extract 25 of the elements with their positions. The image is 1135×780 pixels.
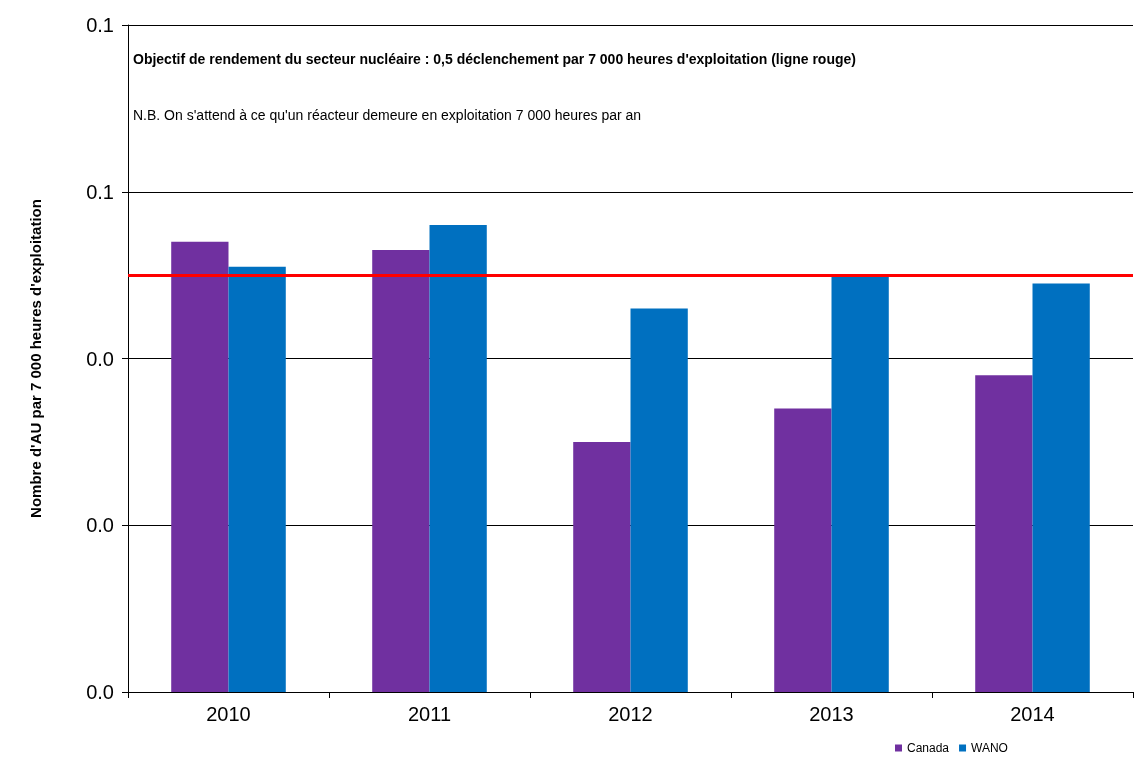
x-tick-label: 2014: [1010, 703, 1055, 725]
x-tick-label: 2011: [407, 703, 452, 725]
bar: [573, 441, 631, 692]
y-axis-title: Nombre d'AU par 7 000 heures d'exploitation: [27, 199, 44, 518]
bar: [372, 250, 430, 692]
bar: [975, 375, 1033, 692]
legend-label: WANO: [971, 741, 1008, 755]
y-tick-label: 0.0: [86, 347, 114, 370]
x-tick-label: 2013: [809, 703, 854, 725]
y-tick-label: 0.1: [86, 180, 114, 203]
bar: [630, 308, 688, 692]
bar: [774, 408, 832, 692]
bar: [429, 225, 487, 692]
annotation: Objectif de rendement du secteur nucléaire : 0,5 déclenchement par 7 000 heures d'exploitation (ligne rouge): [133, 51, 856, 67]
y-tick-label: 0.0: [86, 681, 114, 703]
bar: [1032, 283, 1090, 692]
x-tick-label: 2010: [206, 703, 251, 725]
y-tick-label: 0.0: [86, 514, 114, 537]
bar: [171, 241, 229, 692]
legend-label: Canada: [907, 741, 950, 755]
bar: [831, 275, 889, 692]
annotation: N.B. On s'attend à ce qu'un réacteur demeure en exploitation 7 000 heures par an: [133, 107, 642, 123]
y-tick-label: 0.1: [86, 14, 114, 36]
bar: [228, 266, 286, 692]
x-tick-label: 2012: [608, 703, 653, 725]
